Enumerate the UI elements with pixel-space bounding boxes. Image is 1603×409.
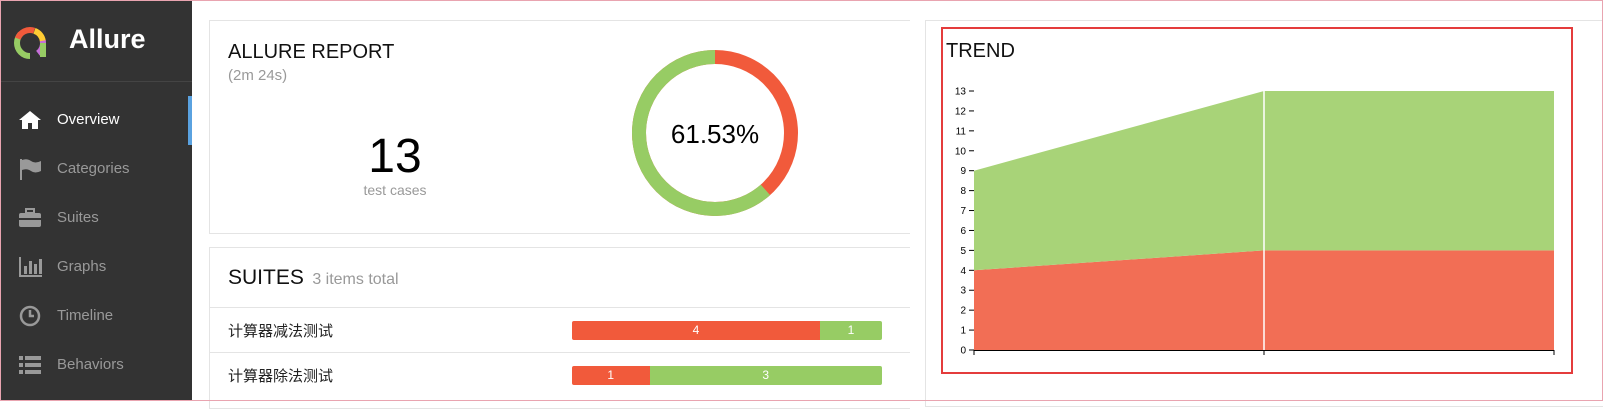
sidebar-item-label: Overview	[57, 111, 120, 128]
trend-y-tick-label: 12	[955, 106, 967, 117]
app-title: Allure	[69, 24, 146, 54]
clock-icon	[19, 305, 41, 327]
test-cases-count: 13	[368, 130, 422, 183]
failed-segment[interactable]: 4	[572, 321, 820, 340]
sidebar-item-overview[interactable]: Overview	[1, 96, 192, 145]
suite-status-bar[interactable]: 4 1	[572, 321, 882, 340]
trend-y-tick-label: 2	[960, 306, 966, 317]
trend-y-tick-label: 11	[956, 126, 967, 137]
sidebar-item-label: Graphs	[57, 258, 107, 275]
sidebar-item-suites[interactable]: Suites	[1, 194, 192, 243]
summary-widget: ALLURE REPORT (2m 24s) 13 test cases 61.…	[209, 20, 910, 234]
sidebar-item-label: Timeline	[57, 307, 114, 324]
sidebar-item-label: Suites	[57, 209, 99, 226]
report-time-range: (2m 24s)	[228, 67, 288, 84]
trend-y-tick-label: 6	[960, 226, 966, 237]
briefcase-icon	[19, 208, 41, 227]
trend-y-tick-label: 9	[960, 166, 966, 177]
suite-name: 计算器减法测试	[228, 323, 334, 340]
trend-title: TREND	[946, 40, 1015, 62]
trend-y-tick-label: 5	[960, 246, 966, 257]
trend-chart-highlight: TREND 0 1 2 3 4 5 6 7 8 9 10 11 12 13	[941, 27, 1573, 374]
sidebar-item-behaviors[interactable]: Behaviors	[1, 341, 192, 390]
brand[interactable]: Allure	[1, 1, 192, 82]
trend-y-tick-label: 1	[960, 326, 966, 337]
flag-icon	[20, 159, 41, 180]
suites-count: 3 items total	[312, 271, 399, 288]
failed-segment[interactable]: 1	[572, 366, 650, 385]
trend-y-tick-label: 13	[955, 87, 967, 98]
bar-chart-icon	[19, 257, 42, 277]
list-icon	[19, 356, 41, 374]
trend-y-tick-label: 7	[960, 206, 966, 217]
donut-passed-arc	[632, 50, 798, 216]
suites-title: SUITES	[228, 266, 304, 289]
test-cases-label: test cases	[363, 182, 427, 198]
trend-y-tick-label: 0	[960, 346, 966, 357]
suite-row[interactable]: 计算器除法测试 1 3	[210, 352, 910, 397]
trend-y-tick-label: 4	[960, 266, 966, 277]
passed-segment[interactable]: 1	[820, 321, 882, 340]
suites-widget: SUITES 3 items total 计算器减法测试 4 1 计算器除法测试…	[209, 247, 910, 409]
suite-row[interactable]: 计算器减法测试 4 1	[210, 307, 910, 352]
pass-rate-donut[interactable]	[628, 46, 802, 220]
trend-y-tick-label: 10	[955, 146, 967, 157]
sidebar-item-label: Behaviors	[57, 356, 124, 373]
report-title: ALLURE REPORT	[228, 41, 395, 63]
home-icon	[19, 111, 41, 129]
sidebar-item-graphs[interactable]: Graphs	[1, 243, 192, 292]
allure-logo-icon	[14, 27, 46, 59]
trend-y-tick-label: 8	[960, 186, 966, 197]
sidebar-item-timeline[interactable]: Timeline	[1, 292, 192, 341]
suites-header: SUITES 3 items total	[228, 266, 399, 290]
sidebar: Allure Overview Categories Suites	[1, 1, 192, 400]
suite-status-bar[interactable]: 1 3	[572, 366, 882, 385]
trend-y-tick-label: 3	[960, 286, 966, 297]
sidebar-item-label: Categories	[57, 160, 130, 177]
pass-rate-label: 61.53%	[670, 119, 760, 149]
passed-segment[interactable]: 3	[649, 366, 882, 385]
suite-name: 计算器除法测试	[228, 368, 334, 385]
sidebar-item-categories[interactable]: Categories	[1, 145, 192, 194]
